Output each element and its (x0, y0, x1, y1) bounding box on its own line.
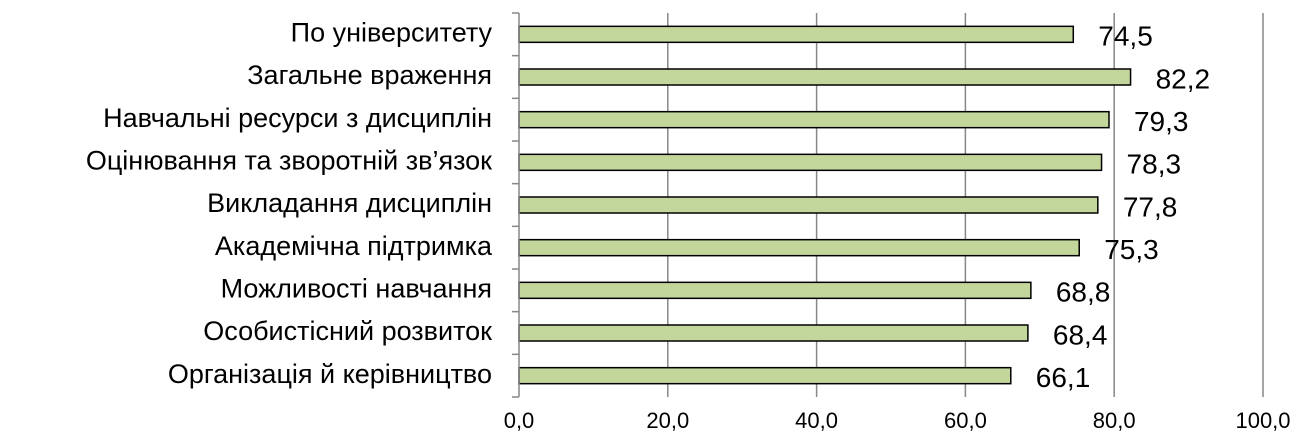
data-label: 75,3 (1104, 234, 1159, 265)
category-labels: По університету Загальне враження Навчальн… (86, 17, 493, 388)
data-label: 79,3 (1134, 106, 1189, 137)
x-tick-label: 40,0 (795, 408, 838, 433)
data-label: 82,2 (1156, 63, 1211, 94)
bars (518, 25, 1132, 385)
bar (518, 366, 1012, 385)
x-tick-label: 20,0 (646, 408, 689, 433)
category-label: Організація й керівництво (168, 359, 492, 389)
axes (512, 12, 520, 398)
x-tick-label: 60,0 (944, 408, 987, 433)
data-label: 74,5 (1098, 21, 1153, 52)
bar (518, 324, 1029, 342)
bar (518, 68, 1132, 86)
data-labels: 74,582,2 79,3 78,3 77,8 75,3 68,8 68,4 66,1 (1036, 21, 1210, 393)
category-label: Навчальні ресурси з дисциплін (103, 103, 492, 133)
x-tick-label: 0,0 (504, 408, 535, 433)
data-label: 66,1 (1036, 362, 1091, 393)
bar (518, 281, 1032, 300)
category-label: Можливості навчання (221, 273, 492, 303)
x-tick-label: 80,0 (1093, 408, 1136, 433)
bar (518, 110, 1110, 129)
data-label: 68,8 (1056, 277, 1111, 308)
category-label: Викладання дисциплін (207, 188, 492, 218)
data-label: 68,4 (1053, 319, 1108, 350)
data-label: 77,8 (1123, 191, 1178, 222)
category-label: Особистісний розвиток (203, 316, 492, 346)
data-label: 78,3 (1127, 149, 1182, 180)
category-label: По університету (291, 17, 493, 47)
bar (518, 25, 1075, 44)
category-label: Оцінювання та зворотній зв’язок (86, 145, 492, 175)
bar (518, 196, 1099, 214)
category-label: Академічна підтримка (215, 231, 493, 261)
bar (518, 153, 1103, 172)
category-label: Загальне враження (247, 60, 492, 90)
bar (518, 238, 1080, 257)
x-tick-labels: 0,0 20,0 40,0 60,0 80,0 100,0 (504, 408, 1291, 433)
x-tick-label: 100,0 (1235, 408, 1290, 433)
